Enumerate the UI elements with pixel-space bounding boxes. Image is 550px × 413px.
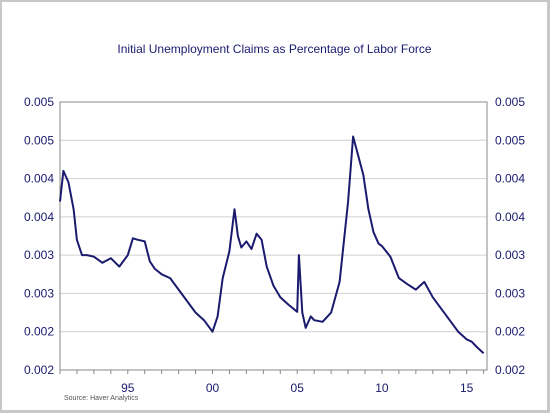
y-tick-label-right: 0.002	[495, 363, 525, 377]
y-tick-label-right: 0.004	[495, 210, 525, 224]
x-tick-label: 00	[206, 381, 220, 395]
y-tick-label-left: 0.003	[24, 248, 54, 262]
y-tick-label-left: 0.003	[24, 286, 54, 300]
x-tick-label: 95	[121, 381, 135, 395]
series-line	[59, 135, 485, 354]
x-tick-label: 10	[375, 381, 389, 395]
x-tick-label: 05	[291, 381, 305, 395]
y-tick-label-left: 0.004	[24, 172, 54, 186]
y-tick-label-left: 0.004	[24, 210, 54, 224]
y-tick-label-left: 0.002	[24, 325, 54, 339]
y-tick-label-left: 0.002	[24, 363, 54, 377]
y-tick-label-left: 0.005	[24, 133, 54, 147]
y-tick-label-right: 0.005	[495, 133, 525, 147]
source-note: Source: Haver Analytics	[64, 395, 139, 402]
y-tick-label-right: 0.005	[495, 95, 525, 109]
y-tick-label-left: 0.005	[24, 95, 54, 109]
x-tick-label: 15	[460, 381, 474, 395]
plot-area	[59, 101, 488, 371]
y-tick-label-right: 0.003	[495, 248, 525, 262]
y-tick-label-right: 0.002	[495, 325, 525, 339]
y-tick-label-right: 0.004	[495, 172, 525, 186]
chart-frame: Initial Unemployment Claims as Percentag…	[2, 2, 547, 410]
line-chart: 0.002 0.002 0.003 0.003 0.004 0.004 0.005 0.005…	[24, 95, 525, 395]
chart-title: Initial Unemployment Claims as Percentag…	[117, 42, 432, 56]
y-tick-label-right: 0.003	[495, 286, 525, 300]
